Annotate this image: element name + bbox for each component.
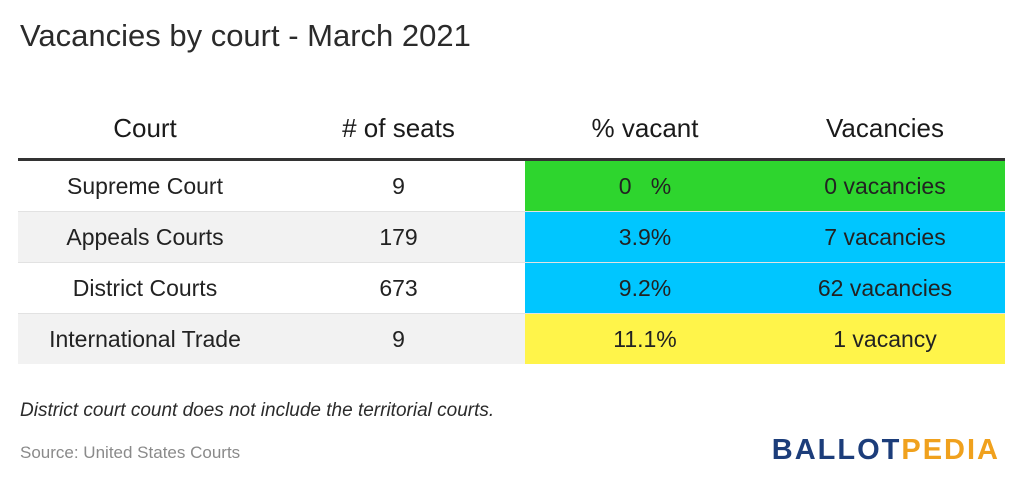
court-name-cell: District Courts — [72, 274, 218, 301]
seats-cell: 673 — [379, 274, 418, 301]
table-row: District Courts 673 9.2% 62 vacancies — [18, 263, 1005, 314]
table-body: Supreme Court 9 0 % 0 vacancies Appeals Cour… — [18, 161, 1005, 364]
header-vacancies: Vacancies — [825, 112, 945, 143]
logo-part-pedia: PEDIA — [901, 434, 1000, 466]
vacancies-cell: 62 vacancies — [765, 263, 1005, 313]
seats-cell: 179 — [272, 212, 525, 262]
pct-vacant-cell: 11.1% — [525, 314, 765, 364]
header-pct-vacant: % vacant — [591, 112, 699, 143]
court-name-cell: Appeals Courts — [18, 212, 272, 262]
table-row: Appeals Courts 179 3.9% 7 vacancies — [18, 212, 1005, 263]
logo-part-ballot: BALLOT — [771, 434, 902, 466]
court-name-cell: Supreme Court — [67, 172, 223, 199]
source-text: Source: United States Courts — [20, 443, 241, 462]
header-court: Court — [113, 112, 177, 143]
pct-vacant-cell: 0 % — [525, 161, 765, 211]
vacancies-table: Court # of seats % vacant Vacancies Supr… — [18, 98, 1005, 364]
table-row: Supreme Court 9 0 % 0 vacancies — [18, 161, 1005, 212]
vacancies-cell: 7 vacancies — [765, 212, 1005, 262]
pct-vacant-cell: 3.9% — [525, 212, 765, 262]
pct-vacant-cell: 9.2% — [525, 263, 765, 313]
ballotpedia-logo: BALLOTPEDIA — [772, 434, 1000, 467]
header-seats: # of seats — [342, 112, 455, 143]
chart-title: Vacancies by court - March 2021 — [20, 18, 471, 53]
seats-cell: 9 — [392, 172, 405, 199]
vacancies-cell: 1 vacancy — [765, 314, 1005, 364]
footnote: District court count does not include th… — [20, 400, 495, 421]
seats-cell: 9 — [272, 314, 525, 364]
table-row: International Trade 9 11.1% 1 vacancy — [18, 314, 1005, 364]
court-name-cell: International Trade — [18, 314, 272, 364]
table-header: Court # of seats % vacant Vacancies — [18, 98, 1005, 161]
vacancies-cell: 0 vacancies — [765, 161, 1005, 211]
